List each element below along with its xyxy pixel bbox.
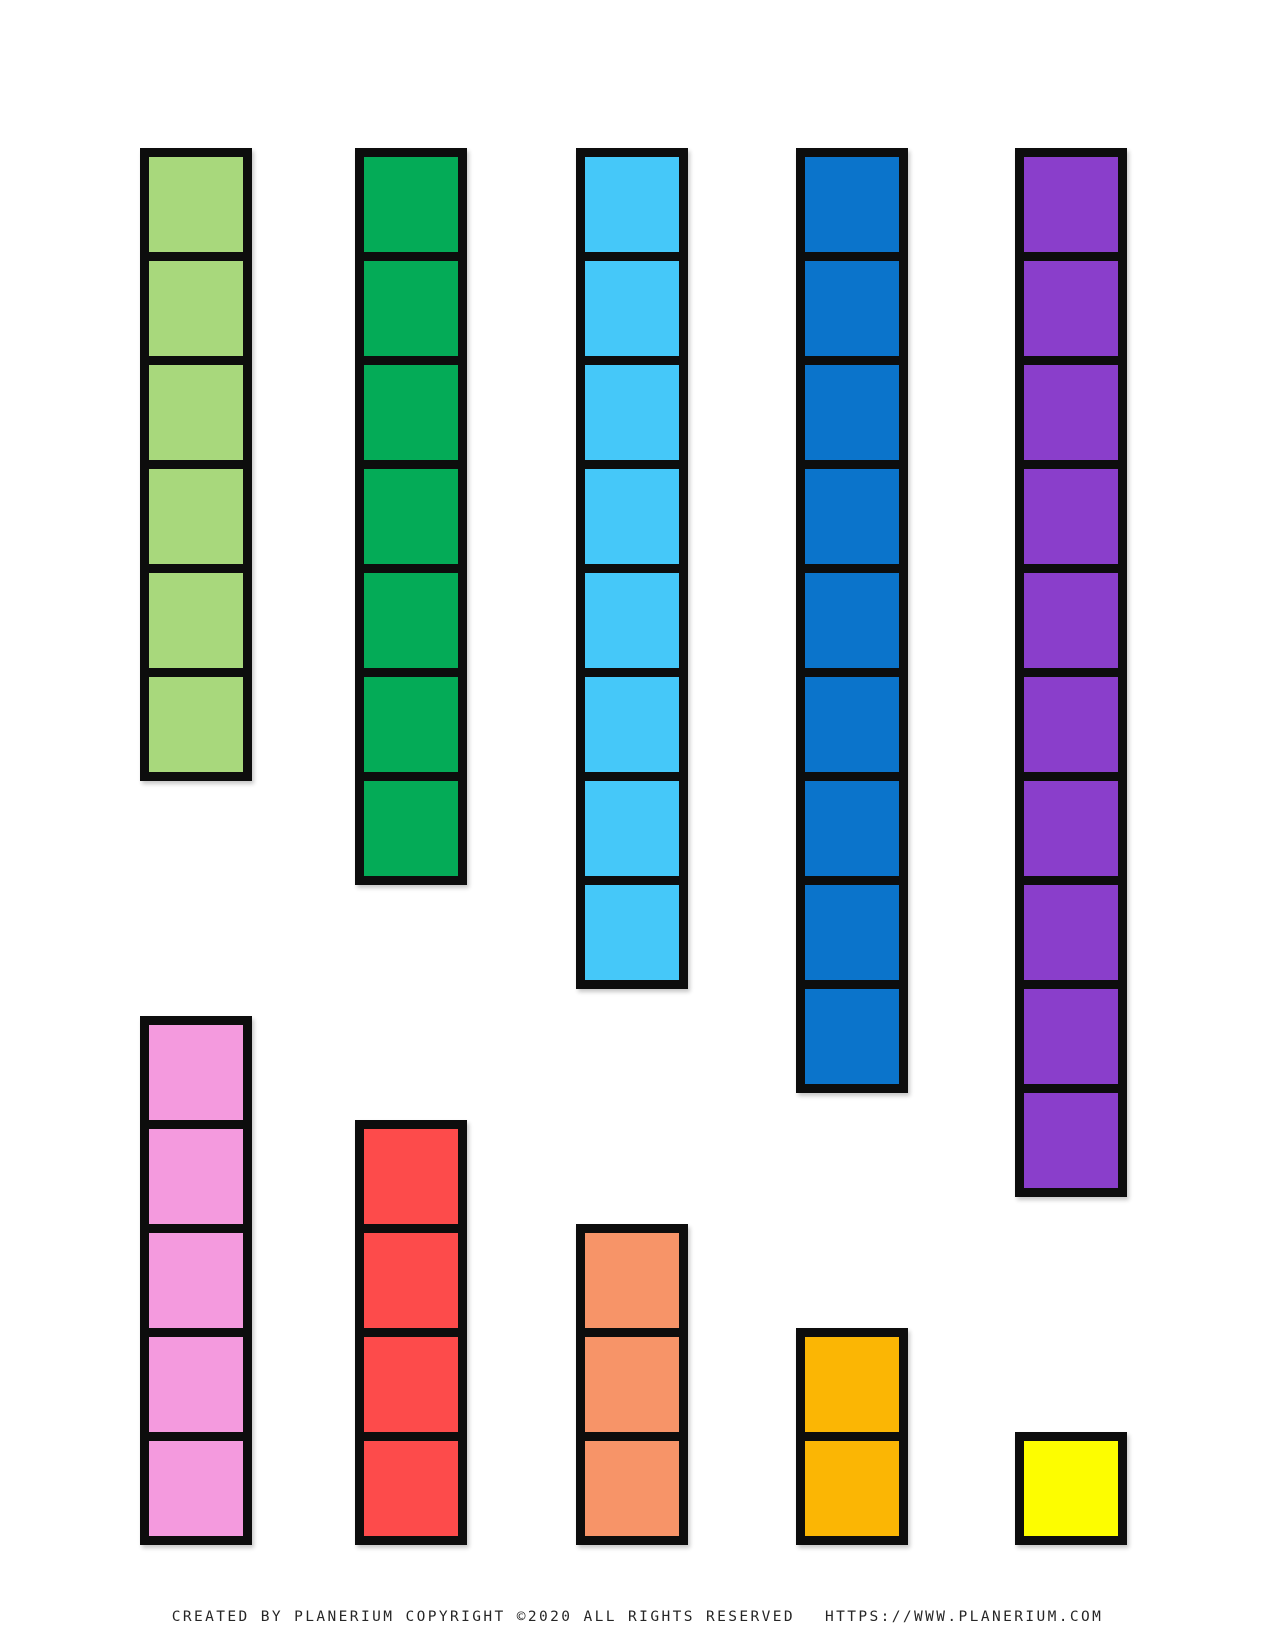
tower-salmon	[576, 1224, 688, 1545]
cube-cell-green	[355, 772, 467, 885]
cube-cell-blue	[796, 668, 908, 781]
cube-cell-blue	[796, 876, 908, 989]
cube-cell-light-blue	[576, 148, 688, 261]
cube-cell-amber	[796, 1328, 908, 1441]
cube-cell-green	[355, 252, 467, 365]
tower-purple	[1015, 148, 1127, 1197]
cube-cell-purple	[1015, 564, 1127, 677]
footer-credit: CREATED BY PLANERIUM COPYRIGHT ©2020 ALL…	[171, 1609, 795, 1625]
tower-light-green	[140, 148, 252, 781]
cube-cell-light-green	[140, 668, 252, 781]
cube-cell-green	[355, 148, 467, 261]
tower-amber	[796, 1328, 908, 1545]
cube-cell-blue	[796, 252, 908, 365]
cube-cell-light-blue	[576, 876, 688, 989]
cube-cell-red	[355, 1120, 467, 1233]
cube-cell-purple	[1015, 460, 1127, 573]
cube-cell-purple	[1015, 668, 1127, 781]
cube-cell-red	[355, 1432, 467, 1545]
cube-cell-green	[355, 460, 467, 573]
footer-url: HTTPS://WWW.PLANERIUM.COM	[825, 1609, 1104, 1625]
cube-cell-light-green	[140, 148, 252, 261]
cube-cell-blue	[796, 460, 908, 573]
tower-blue	[796, 148, 908, 1093]
cube-cell-purple	[1015, 980, 1127, 1093]
cube-cell-purple	[1015, 148, 1127, 261]
cube-cell-light-green	[140, 460, 252, 573]
cube-cell-purple	[1015, 772, 1127, 885]
cube-cell-light-green	[140, 564, 252, 677]
cube-cell-green	[355, 564, 467, 677]
cube-cell-light-green	[140, 356, 252, 469]
cube-cell-red	[355, 1328, 467, 1441]
cube-cell-purple	[1015, 252, 1127, 365]
cube-cell-light-blue	[576, 668, 688, 781]
cube-cell-blue	[796, 564, 908, 677]
cube-cell-purple	[1015, 356, 1127, 469]
cube-cell-salmon	[576, 1432, 688, 1545]
cube-cell-yellow	[1015, 1432, 1127, 1545]
cube-cell-green	[355, 668, 467, 781]
cube-cell-salmon	[576, 1224, 688, 1337]
cube-cell-light-blue	[576, 460, 688, 573]
cube-cell-pink	[140, 1120, 252, 1233]
cube-cell-light-blue	[576, 564, 688, 677]
cube-cell-purple	[1015, 876, 1127, 989]
tower-light-blue	[576, 148, 688, 989]
cube-cell-red	[355, 1224, 467, 1337]
cube-cell-blue	[796, 148, 908, 261]
footer: CREATED BY PLANERIUM COPYRIGHT ©2020 ALL…	[0, 1601, 1275, 1633]
cube-cell-salmon	[576, 1328, 688, 1441]
cube-cell-light-blue	[576, 772, 688, 885]
tower-yellow	[1015, 1432, 1127, 1545]
tower-green	[355, 148, 467, 885]
tower-pink	[140, 1016, 252, 1545]
cube-cell-blue	[796, 980, 908, 1093]
cube-cell-light-green	[140, 252, 252, 365]
tower-red	[355, 1120, 467, 1545]
cube-cell-green	[355, 356, 467, 469]
cube-cell-amber	[796, 1432, 908, 1545]
cube-cell-pink	[140, 1328, 252, 1441]
cube-cell-pink	[140, 1432, 252, 1545]
cube-cell-light-blue	[576, 356, 688, 469]
cube-cell-pink	[140, 1224, 252, 1337]
cube-cell-blue	[796, 772, 908, 885]
cube-cell-light-blue	[576, 252, 688, 365]
cube-cell-blue	[796, 356, 908, 469]
cube-cell-purple	[1015, 1084, 1127, 1197]
cube-cell-pink	[140, 1016, 252, 1129]
